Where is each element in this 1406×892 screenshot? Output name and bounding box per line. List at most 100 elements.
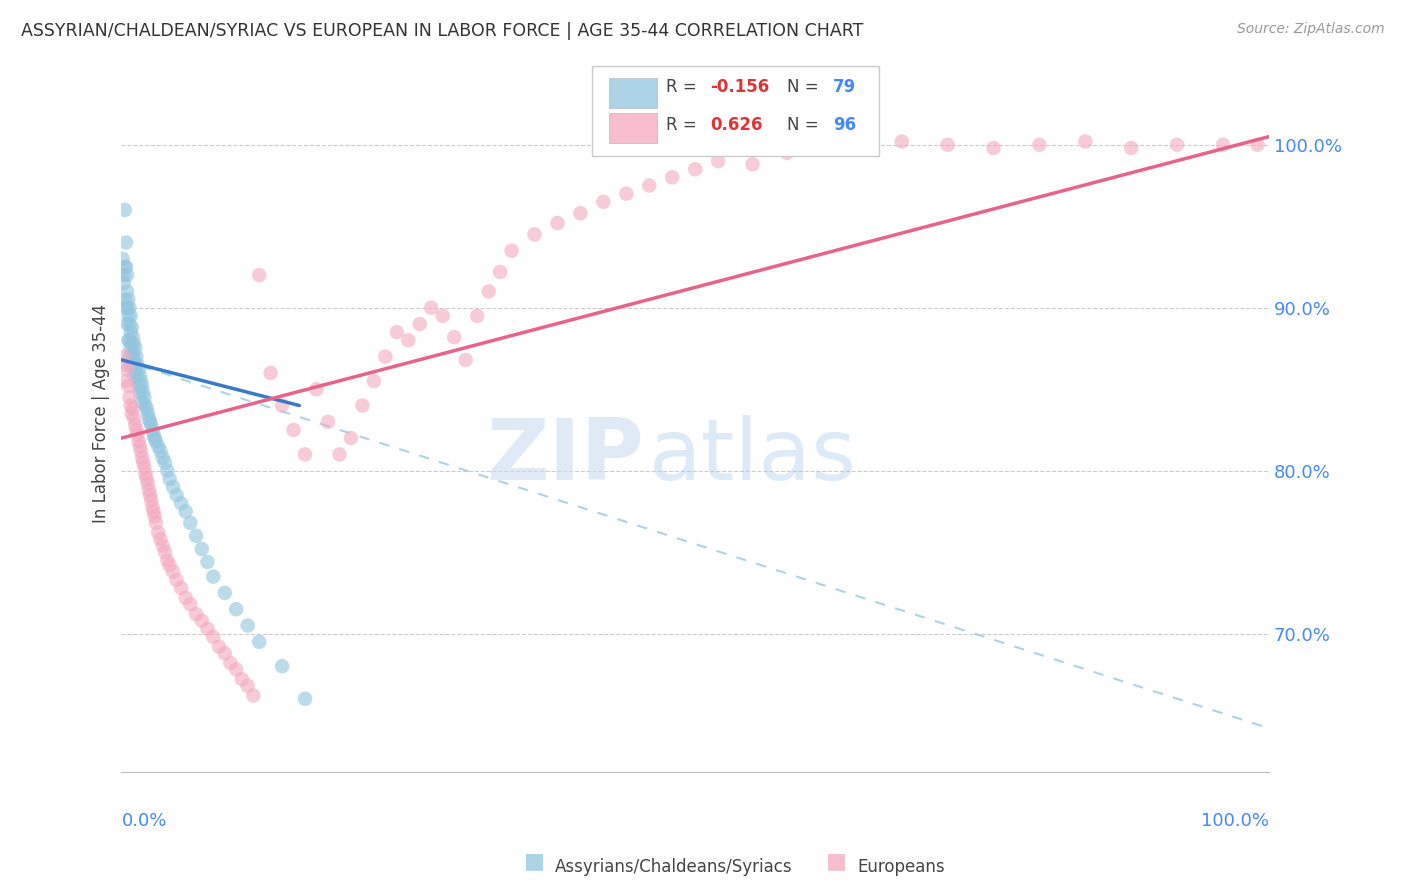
Point xyxy=(127,374,149,388)
Point xyxy=(117,379,139,393)
Point xyxy=(134,390,156,404)
Point xyxy=(1028,137,1050,152)
Point xyxy=(179,516,201,530)
Point xyxy=(128,379,150,393)
Point xyxy=(122,330,145,344)
Point xyxy=(145,434,167,449)
Y-axis label: In Labor Force | Age 35-44: In Labor Force | Age 35-44 xyxy=(93,304,110,524)
Point xyxy=(139,488,162,502)
Point xyxy=(153,456,176,470)
Point xyxy=(128,369,150,384)
Point xyxy=(135,472,157,486)
Point xyxy=(128,439,150,453)
Point xyxy=(120,342,142,356)
Point xyxy=(112,277,135,291)
Point xyxy=(1121,141,1143,155)
Point xyxy=(111,252,134,266)
Text: 79: 79 xyxy=(832,78,856,96)
Point xyxy=(179,597,201,611)
Text: N =: N = xyxy=(787,78,824,96)
Point xyxy=(214,646,236,660)
Point xyxy=(115,362,138,376)
Point xyxy=(143,431,166,445)
Point xyxy=(129,444,152,458)
Point xyxy=(128,434,150,449)
Text: 0.0%: 0.0% xyxy=(121,812,167,830)
Point xyxy=(139,415,162,429)
Point xyxy=(117,293,139,307)
Point xyxy=(114,202,136,217)
Point xyxy=(114,358,136,372)
Point xyxy=(118,334,141,348)
Point xyxy=(120,399,142,413)
Point xyxy=(122,411,145,425)
Point xyxy=(135,399,157,413)
Point xyxy=(1212,137,1234,152)
Point xyxy=(231,673,253,687)
Point xyxy=(247,268,270,282)
Point xyxy=(547,216,569,230)
Point xyxy=(845,137,868,152)
Point xyxy=(363,374,385,388)
Point xyxy=(146,525,169,540)
Point xyxy=(174,591,197,605)
Point xyxy=(219,656,242,670)
Point xyxy=(120,325,142,339)
Point xyxy=(159,558,181,573)
Point xyxy=(983,141,1005,155)
Point xyxy=(121,320,143,334)
Point xyxy=(683,162,706,177)
Point xyxy=(197,555,219,569)
Point xyxy=(1246,137,1268,152)
Point xyxy=(592,194,614,209)
Point xyxy=(184,607,207,621)
Point xyxy=(131,450,153,465)
Point xyxy=(122,401,145,416)
Point xyxy=(225,663,247,677)
Point xyxy=(115,301,138,315)
Point xyxy=(127,427,149,442)
Point xyxy=(121,336,143,351)
Point xyxy=(432,309,454,323)
Point xyxy=(132,456,155,470)
Point xyxy=(124,418,146,433)
Point xyxy=(328,447,350,461)
Point xyxy=(120,358,142,372)
Point xyxy=(156,464,179,478)
Point xyxy=(117,309,139,323)
Point xyxy=(202,569,225,583)
Point xyxy=(128,362,150,376)
Point xyxy=(166,573,188,587)
Point xyxy=(141,493,163,508)
Point xyxy=(132,385,155,400)
Point xyxy=(236,679,259,693)
Point xyxy=(127,358,149,372)
Point xyxy=(141,423,163,437)
Point xyxy=(420,301,443,315)
Point xyxy=(741,157,763,171)
Point xyxy=(184,529,207,543)
Point xyxy=(122,346,145,360)
Point xyxy=(156,553,179,567)
Point xyxy=(138,483,160,498)
Point xyxy=(409,317,432,331)
Point xyxy=(149,444,172,458)
Point xyxy=(614,186,637,201)
Point xyxy=(124,358,146,372)
Point xyxy=(170,496,193,510)
Point xyxy=(352,399,374,413)
Text: -0.156: -0.156 xyxy=(710,78,769,96)
Point xyxy=(153,545,176,559)
Point xyxy=(638,178,661,193)
Point xyxy=(465,309,488,323)
Point xyxy=(124,342,146,356)
Point xyxy=(191,541,214,556)
Point xyxy=(707,154,730,169)
Point xyxy=(118,317,141,331)
Point xyxy=(125,423,148,437)
Point xyxy=(118,390,141,404)
Text: ASSYRIAN/CHALDEAN/SYRIAC VS EUROPEAN IN LABOR FORCE | AGE 35-44 CORRELATION CHAR: ASSYRIAN/CHALDEAN/SYRIAC VS EUROPEAN IN … xyxy=(21,22,863,40)
Point xyxy=(1166,137,1188,152)
Text: Source: ZipAtlas.com: Source: ZipAtlas.com xyxy=(1237,22,1385,37)
Text: atlas: atlas xyxy=(650,415,858,498)
